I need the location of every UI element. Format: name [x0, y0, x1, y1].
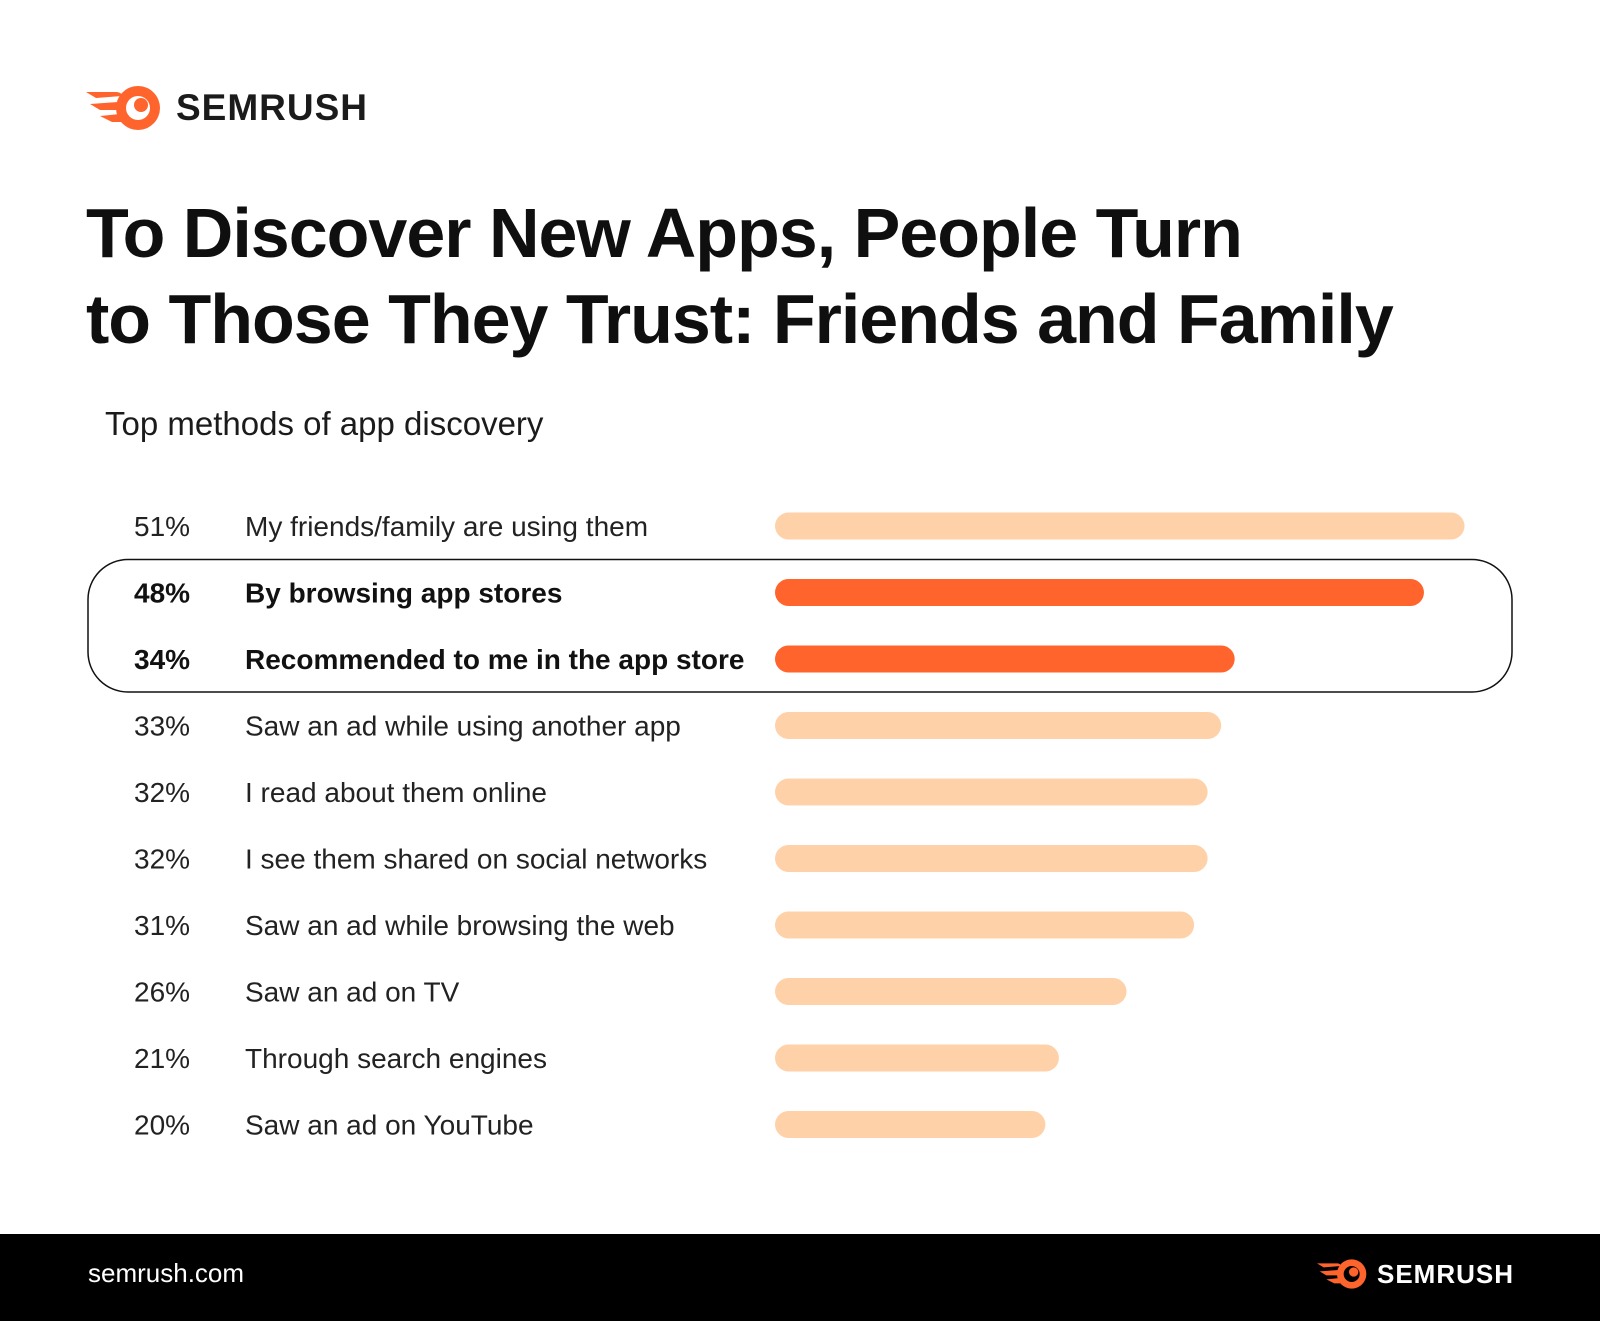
footer-url[interactable]: semrush.com [88, 1258, 245, 1288]
category-label: Recommended to me in the app store [245, 644, 744, 675]
category-label: I read about them online [245, 777, 547, 808]
category-label: I see them shared on social networks [245, 844, 707, 875]
category-label: My friends/family are using them [245, 511, 648, 542]
category-label: By browsing app stores [245, 578, 562, 609]
bar [775, 1044, 1059, 1072]
bar-value-label: 48% [134, 578, 190, 609]
category-label: Saw an ad while browsing the web [245, 910, 675, 941]
footer-logo: SEMRUSH [1316, 1258, 1514, 1290]
bar [775, 645, 1235, 673]
footer: semrush.com SEMRUSH [0, 1234, 1600, 1321]
semrush-flame-icon [1316, 1259, 1367, 1289]
bar [775, 579, 1424, 606]
bar-value-label: 31% [134, 910, 190, 941]
bar [775, 845, 1208, 872]
category-label: Through search engines [245, 1043, 547, 1074]
bar-value-label: 51% [134, 511, 190, 542]
bar [775, 978, 1127, 1005]
title-line-1: To Discover New Apps, People Turn [86, 194, 1243, 272]
bar [775, 512, 1465, 540]
bar [775, 911, 1195, 939]
category-label: Saw an ad on YouTube [245, 1110, 534, 1141]
bar [775, 1111, 1046, 1138]
bar-value-label: 32% [134, 844, 190, 875]
page-title: To Discover New Apps, People Turn to Tho… [86, 190, 1526, 362]
highlight-frame [87, 558, 1513, 693]
footer-brand-name: SEMRUSH [1376, 1258, 1514, 1289]
bar-chart: 51% My friends/family are using them 48% By… [87, 511, 1513, 1141]
semrush-logo: SEMRUSH [86, 84, 368, 132]
semrush-flame-icon [86, 86, 160, 130]
chart-subtitle: Top methods of app discovery [105, 405, 544, 442]
bar-value-label: 21% [134, 1043, 190, 1074]
brand-name: SEMRUSH [176, 87, 369, 128]
bar-value-label: 34% [134, 644, 190, 675]
bar-value-label: 32% [134, 777, 190, 808]
bar [775, 712, 1222, 739]
title-line-2: to Those They Trust: Friends and Family [86, 280, 1394, 358]
category-label: Saw an ad on TV [245, 977, 460, 1008]
category-label: Saw an ad while using another app [245, 711, 681, 742]
bar-value-label: 26% [134, 977, 190, 1008]
bar-value-label: 33% [134, 711, 190, 742]
bar-value-label: 20% [134, 1110, 190, 1141]
bar [775, 778, 1208, 806]
